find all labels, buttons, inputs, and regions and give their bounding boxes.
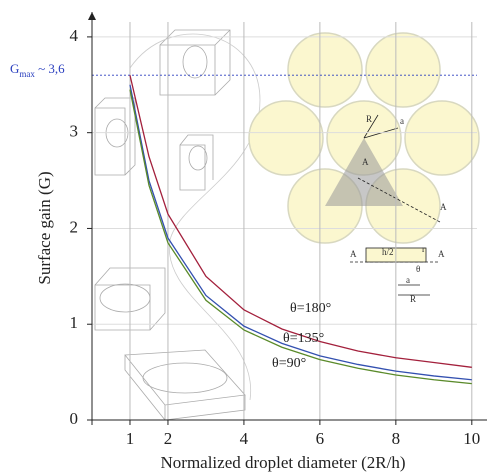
- series-line: [129, 89, 472, 385]
- x-axis-label: Normalized droplet diameter (2R/h): [161, 453, 406, 472]
- inset-label: R: [410, 294, 416, 304]
- gmax-sub: max: [19, 69, 35, 79]
- y-axis-arrow: [88, 12, 96, 20]
- y-tick-label: 3: [70, 122, 79, 141]
- x-tick-label: 8: [392, 429, 401, 448]
- y-tick-label: 2: [70, 217, 79, 236]
- series-label: θ=135°: [283, 331, 324, 346]
- series-line: [129, 84, 472, 381]
- x-tick-label: 1: [126, 429, 135, 448]
- x-tick-label: 10: [463, 429, 480, 448]
- droplet-sketches: [94, 29, 261, 421]
- series-line: [129, 75, 472, 368]
- inset-label: a: [400, 116, 404, 126]
- x-tick-label: 2: [164, 429, 173, 448]
- y-tick-label: 4: [70, 26, 79, 45]
- series-label: θ=90°: [272, 356, 306, 371]
- inset-label: A: [350, 249, 357, 259]
- y-tick-label: 0: [70, 409, 79, 428]
- inset-label: R: [366, 114, 372, 124]
- gmax-symbol: G: [10, 61, 19, 76]
- inset-label: a: [406, 275, 410, 285]
- gmax-annotation: Gmax ~ 3,6: [10, 61, 65, 79]
- packing-inset: R a A A A h/2 r A θ a R: [248, 32, 480, 304]
- inset-label: θ: [416, 264, 420, 274]
- inset-label: h/2: [382, 247, 394, 257]
- x-tick-label: 6: [316, 429, 325, 448]
- inset-label: r: [422, 244, 425, 254]
- x-tick-label: 4: [240, 429, 249, 448]
- gmax-text: ~ 3,6: [35, 61, 65, 76]
- inset-label: A: [438, 249, 445, 259]
- y-axis-label: Surface gain (G): [35, 171, 54, 284]
- inset-label: A: [440, 202, 447, 212]
- y-tick-label: 1: [70, 313, 79, 332]
- inset-label: A: [362, 157, 369, 167]
- series-label: θ=180°: [290, 301, 331, 316]
